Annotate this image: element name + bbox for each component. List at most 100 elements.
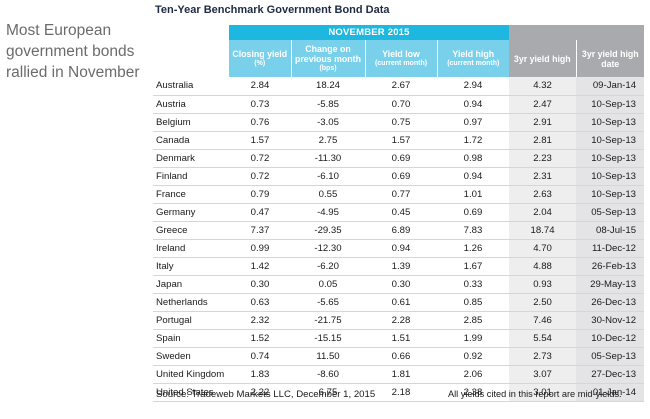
cell-country: Australia <box>153 77 229 96</box>
col-header-change: Change on previous month (bps) <box>290 40 365 77</box>
cell-3yr-high-date: 09-Jan-14 <box>576 77 645 96</box>
cell-change: -12.30 <box>291 239 365 258</box>
cell-closing-yield: 0.76 <box>229 113 291 132</box>
table-row: Finland 0.72 -6.10 0.69 0.94 2.31 10-Sep-13 <box>153 167 645 186</box>
cell-3yr-high-date: 10-Sep-13 <box>576 185 645 204</box>
cell-country: Italy <box>153 257 229 276</box>
cell-country: Japan <box>153 275 229 294</box>
cell-closing-yield: 2.32 <box>229 311 291 330</box>
col-high-unit: (current month) <box>447 59 500 67</box>
cell-3yr-high: 4.32 <box>509 77 577 96</box>
cell-yield-high: 0.98 <box>437 149 510 168</box>
cell-country: Spain <box>153 329 229 348</box>
cell-yield-low: 1.51 <box>365 329 437 348</box>
table-row: United Kingdom 1.83 -8.60 1.81 2.06 3.07 27-De… <box>153 365 645 384</box>
cell-3yr-high: 4.70 <box>509 239 577 258</box>
col-header-yield-high: Yield high (current month) <box>436 40 510 77</box>
cell-3yr-high: 2.50 <box>509 293 577 312</box>
cell-yield-low: 0.77 <box>365 185 437 204</box>
cell-3yr-high: 3.07 <box>509 365 577 384</box>
cell-country: United Kingdom <box>153 365 229 384</box>
cell-3yr-high: 2.23 <box>509 149 577 168</box>
cell-closing-yield: 1.57 <box>229 131 291 150</box>
cell-yield-high: 0.69 <box>437 203 510 222</box>
cell-3yr-high: 2.91 <box>509 113 577 132</box>
cell-3yr-high-date: 01-Jan-14 <box>576 383 645 402</box>
cell-yield-high: 7.83 <box>437 221 510 240</box>
cell-change: -8.60 <box>291 365 365 384</box>
table-row: Netherlands 0.63 -5.65 0.61 0.85 2.50 26-Dec-1… <box>153 293 645 312</box>
cell-3yr-high: 4.88 <box>509 257 577 276</box>
cell-3yr-high: 2.81 <box>509 131 577 150</box>
cell-yield-low: 1.81 <box>365 365 437 384</box>
cell-country: Portugal <box>153 311 229 330</box>
cell-yield-high: 0.33 <box>437 275 510 294</box>
table-row: Austria 0.73 -5.85 0.70 0.94 2.47 10-Sep-13 <box>153 95 645 114</box>
table-row: Sweden 0.74 11.50 0.66 0.92 2.73 05-Sep-13 <box>153 347 645 366</box>
header-row-columns: Closing yield (%) Change on previous mon… <box>153 40 645 77</box>
cell-closing-yield: 0.73 <box>229 95 291 114</box>
cell-yield-high: 1.99 <box>437 329 510 348</box>
table-row: Germany 0.47 -4.95 0.45 0.69 2.04 05-Sep-13 <box>153 203 645 222</box>
cell-change: 0.05 <box>291 275 365 294</box>
cell-closing-yield: 2.84 <box>229 77 291 96</box>
cell-yield-low: 0.70 <box>365 95 437 114</box>
cell-country: Austria <box>153 95 229 114</box>
cell-3yr-high: 2.31 <box>509 167 577 186</box>
cell-3yr-high-date: 29-May-13 <box>576 275 645 294</box>
cell-yield-high: 0.92 <box>437 347 510 366</box>
cell-yield-high: 0.94 <box>437 95 510 114</box>
cell-change: -11.30 <box>291 149 365 168</box>
cell-yield-low: 1.57 <box>365 131 437 150</box>
cell-change: -5.65 <box>291 293 365 312</box>
cell-change: 11.50 <box>291 347 365 366</box>
cell-yield-low: 0.69 <box>365 149 437 168</box>
cell-country: Germany <box>153 203 229 222</box>
header-blank <box>153 25 229 40</box>
cell-yield-high: 0.94 <box>437 167 510 186</box>
cell-country: France <box>153 185 229 204</box>
cell-closing-yield: 0.72 <box>229 149 291 168</box>
cell-country: Sweden <box>153 347 229 366</box>
col-closing-label: Closing yield <box>232 48 288 59</box>
cell-3yr-high-date: 05-Sep-13 <box>576 203 645 222</box>
col-header-closing-yield: Closing yield (%) <box>229 40 291 77</box>
cell-change: -6.10 <box>291 167 365 186</box>
table-row: United States 2.22 6.75 2.18 2.38 3.01 01-Jan-… <box>153 383 645 402</box>
table-row: Belgium 0.76 -3.05 0.75 0.97 2.91 10-Sep-13 <box>153 113 645 132</box>
cell-closing-yield: 1.42 <box>229 257 291 276</box>
cell-yield-high: 1.72 <box>437 131 510 150</box>
cell-3yr-high: 3.01 <box>509 383 577 402</box>
cell-change: -21.75 <box>291 311 365 330</box>
cell-yield-high: 0.97 <box>437 113 510 132</box>
cell-3yr-high-date: 27-Dec-13 <box>576 365 645 384</box>
cell-yield-high: 0.85 <box>437 293 510 312</box>
cell-3yr-high-date: 10-Sep-13 <box>576 113 645 132</box>
cell-change: -5.85 <box>291 95 365 114</box>
source-note: Source: Tradeweb Markets LLC, December 1… <box>156 389 376 400</box>
col-header-3yr-high-date: 3yr yield high date <box>575 40 645 77</box>
cell-country: Ireland <box>153 239 229 258</box>
bond-data-table: NOVEMBER 2015 Closing yield (%) Change o… <box>153 25 645 402</box>
cell-yield-low: 0.30 <box>365 275 437 294</box>
cell-closing-yield: 2.22 <box>229 383 291 402</box>
col-header-3yr-high: 3yr yield high <box>509 40 577 77</box>
cell-change: -29.35 <box>291 221 365 240</box>
table-row: Denmark 0.72 -11.30 0.69 0.98 2.23 10-Sep-13 <box>153 149 645 168</box>
cell-3yr-high: 7.46 <box>509 311 577 330</box>
col-low-label: Yield low <box>382 48 420 59</box>
cell-yield-low: 2.67 <box>365 77 437 96</box>
cell-yield-high: 1.01 <box>437 185 510 204</box>
table-title: Ten-Year Benchmark Government Bond Data <box>155 4 390 16</box>
cell-yield-low: 0.61 <box>365 293 437 312</box>
cell-change: -6.20 <box>291 257 365 276</box>
col-change-label: Change on previous month <box>295 43 361 64</box>
cell-yield-low: 6.89 <box>365 221 437 240</box>
cell-change: -4.95 <box>291 203 365 222</box>
cell-yield-low: 0.69 <box>365 167 437 186</box>
sidebar-note: Most European government bonds rallied i… <box>6 22 140 81</box>
cell-closing-yield: 0.72 <box>229 167 291 186</box>
cell-country: Belgium <box>153 113 229 132</box>
cell-yield-high: 2.38 <box>437 383 510 402</box>
cell-3yr-high-date: 26-Dec-13 <box>576 293 645 312</box>
